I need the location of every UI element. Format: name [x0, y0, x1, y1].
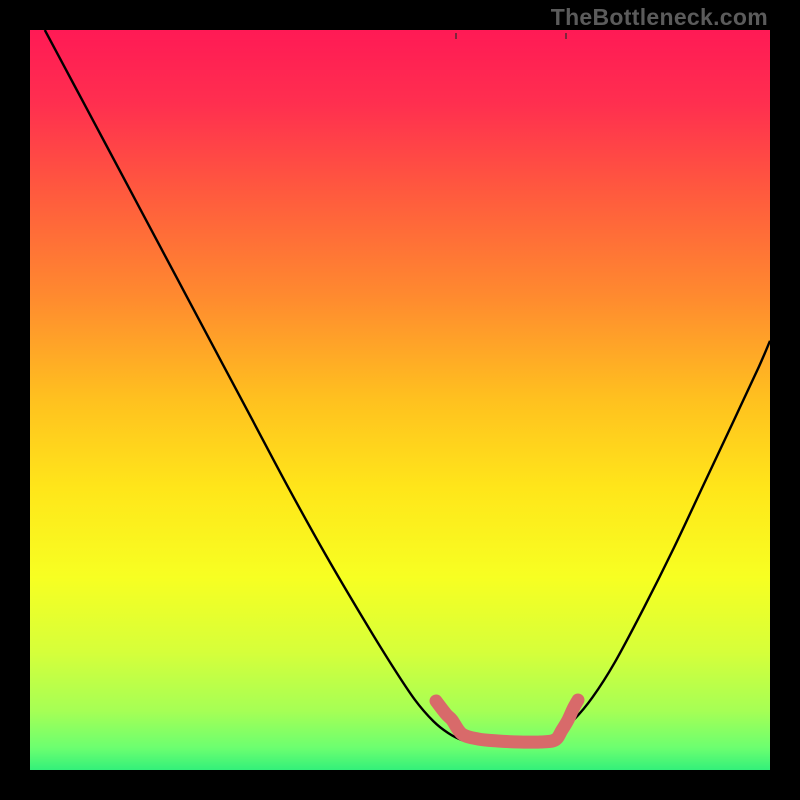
bottleneck-chart	[0, 0, 800, 800]
watermark-text: TheBottleneck.com	[551, 4, 768, 31]
plot-area	[30, 30, 770, 770]
gradient-background	[30, 30, 770, 770]
